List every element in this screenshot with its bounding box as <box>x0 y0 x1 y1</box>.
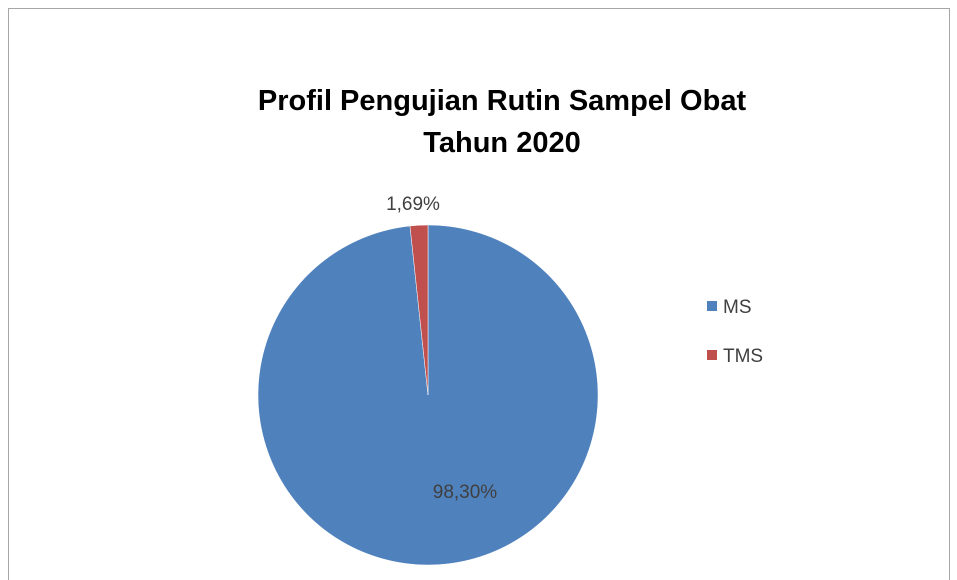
legend: MS TMS <box>707 297 763 367</box>
pie-slices <box>257 224 599 566</box>
legend-label-ms: MS <box>723 297 752 318</box>
chart-title-line-1: Profil Pengujian Rutin Sampel Obat <box>258 85 747 117</box>
pie-slice-tms <box>409 224 429 396</box>
legend-label-tms: TMS <box>723 346 763 367</box>
legend-marker-ms <box>707 301 717 311</box>
data-label-tms: 1,69% <box>386 194 440 215</box>
legend-marker-tms <box>707 350 717 360</box>
chart-title-line-2: Tahun 2020 <box>423 127 580 159</box>
legend-item-tms: TMS <box>707 346 763 367</box>
legend-item-ms: MS <box>707 297 752 318</box>
data-label-ms: 98,30% <box>433 482 498 503</box>
chart-frame <box>8 8 950 580</box>
